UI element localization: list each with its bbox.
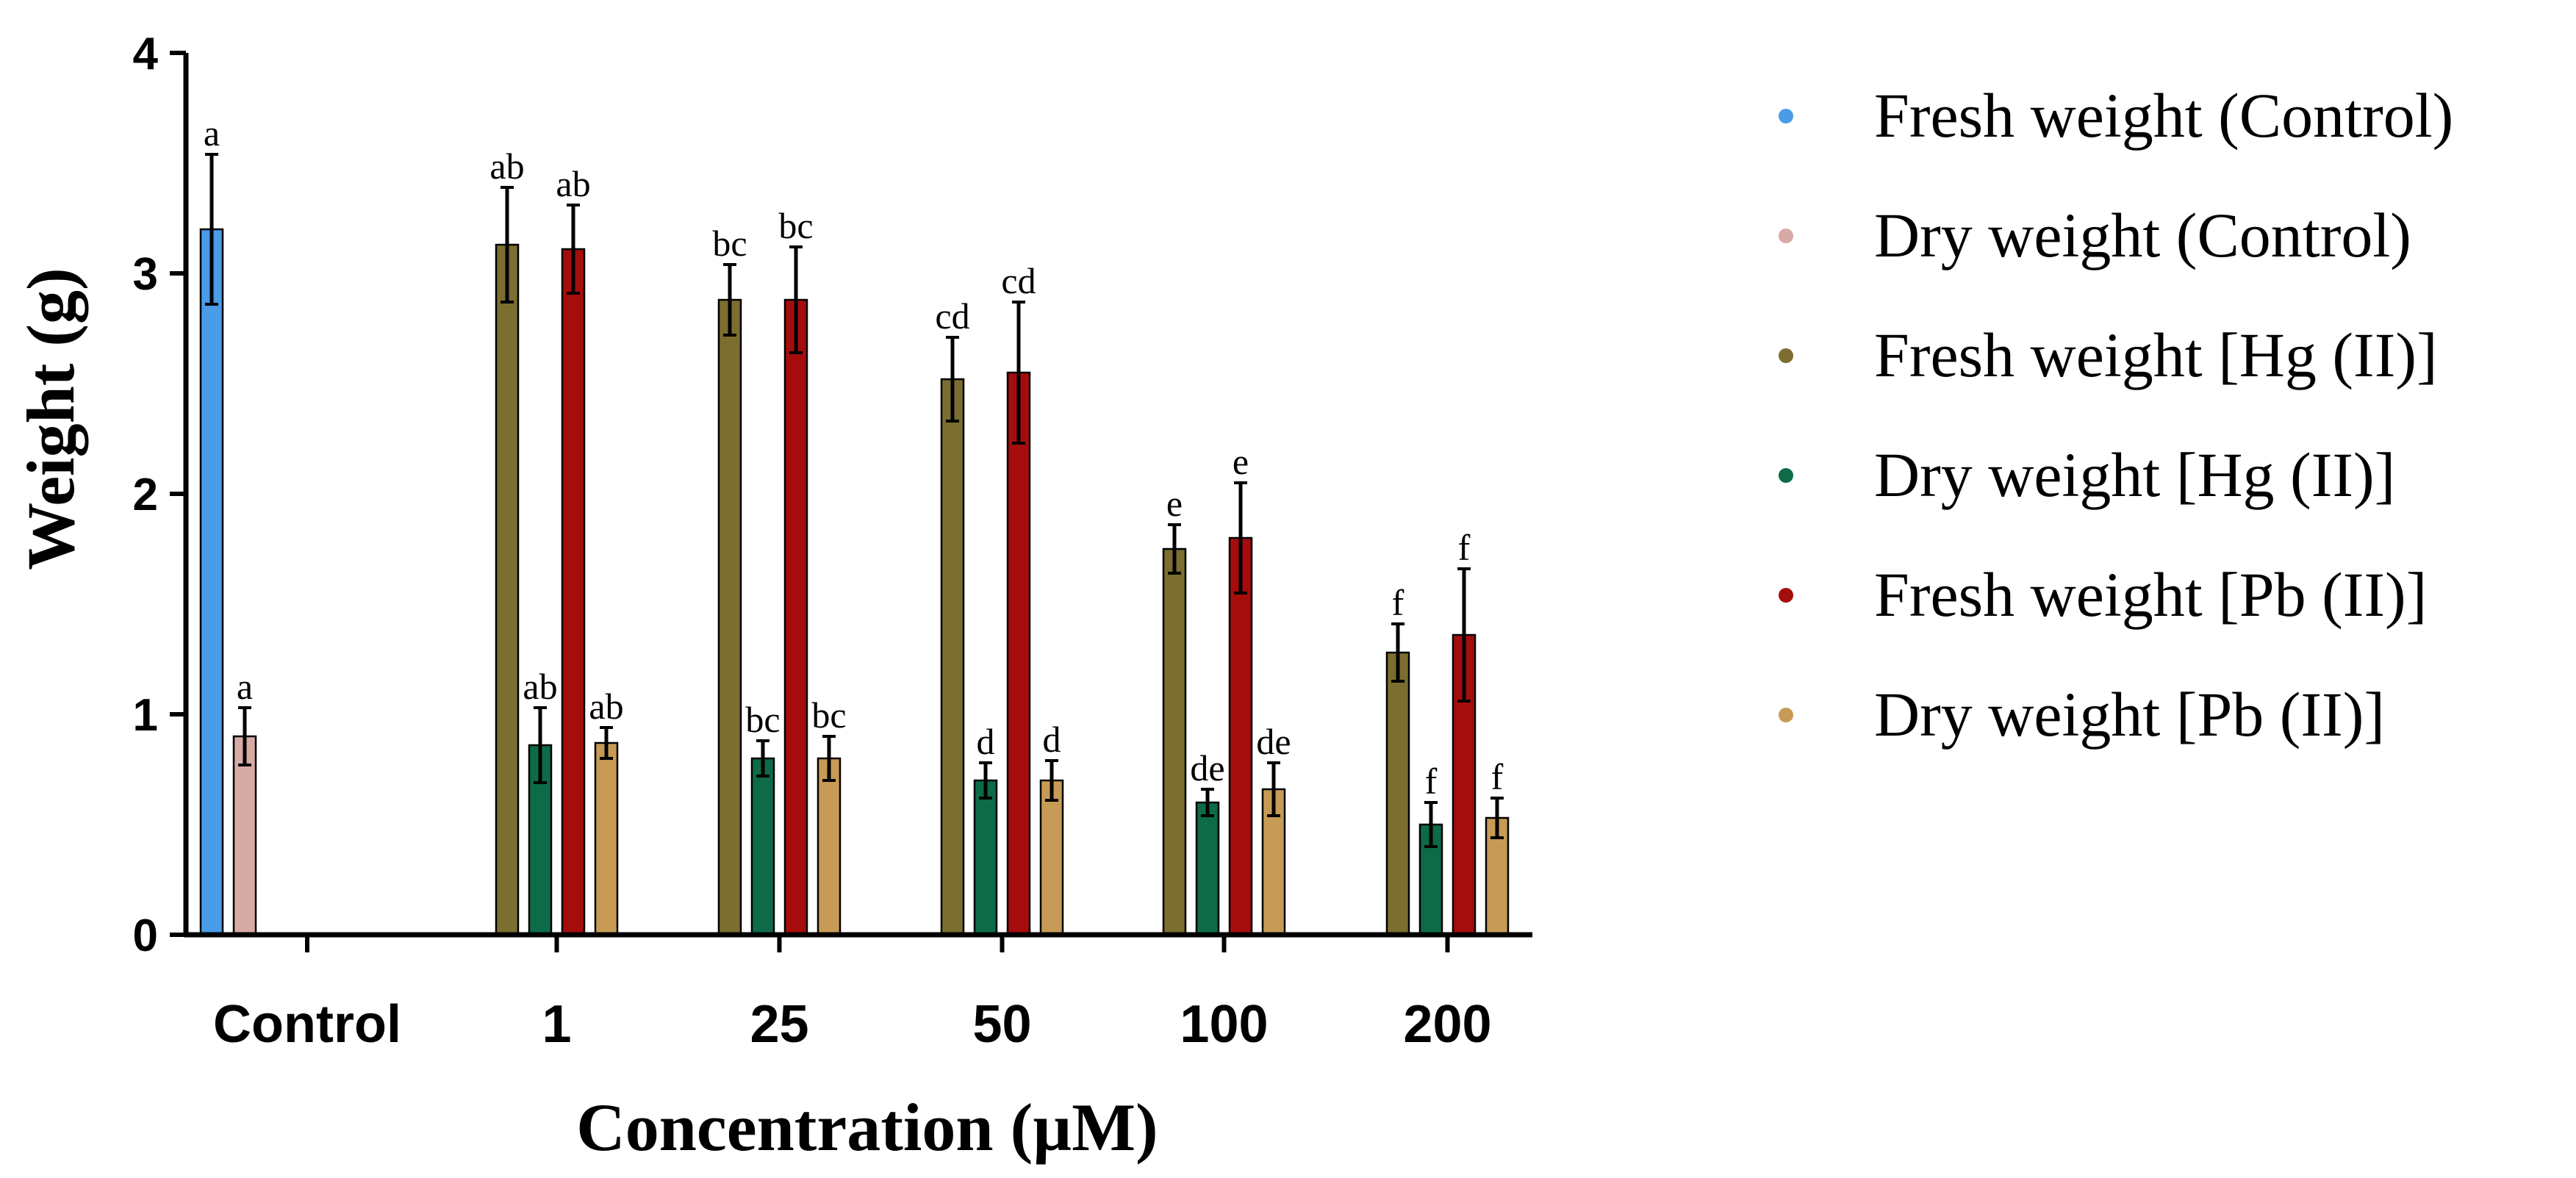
bar bbox=[783, 298, 808, 936]
bar bbox=[817, 757, 842, 936]
legend-label: Fresh weight [Hg (II)] bbox=[1874, 320, 2438, 390]
significance-label: ab bbox=[523, 666, 557, 707]
significance-label: f bbox=[1458, 527, 1471, 568]
bar bbox=[561, 248, 586, 936]
legend-label: Dry weight (Control) bbox=[1874, 200, 2411, 270]
x-tick-label: 200 bbox=[1403, 995, 1491, 1054]
legend-marker bbox=[1779, 708, 1793, 722]
bar bbox=[199, 228, 224, 936]
x-tick-label: Control bbox=[213, 995, 401, 1054]
bar bbox=[1039, 779, 1064, 936]
significance-label: ab bbox=[489, 146, 524, 187]
significance-label: bc bbox=[811, 694, 846, 736]
significance-label: a bbox=[204, 112, 220, 154]
significance-label: de bbox=[1190, 747, 1224, 789]
x-tick-label: 50 bbox=[972, 995, 1031, 1054]
significance-label: cd bbox=[1001, 260, 1036, 301]
legend-label: Fresh weight (Control) bbox=[1874, 80, 2453, 151]
legend-marker bbox=[1779, 468, 1793, 483]
x-tick-label: 100 bbox=[1180, 995, 1268, 1054]
significance-label: a bbox=[237, 666, 253, 707]
y-tick-label: 3 bbox=[133, 249, 158, 300]
bar bbox=[1228, 536, 1253, 936]
significance-label: d bbox=[977, 721, 995, 762]
x-tick-label: 25 bbox=[750, 995, 808, 1054]
significance-label: bc bbox=[745, 699, 780, 740]
significance-label: de bbox=[1256, 721, 1291, 762]
significance-label: f bbox=[1425, 761, 1438, 802]
legend-marker bbox=[1779, 229, 1793, 243]
significance-label: e bbox=[1166, 483, 1183, 524]
plot-area: aaababababbcbcbcbccddcddedeedeffff01234C… bbox=[133, 29, 1532, 1054]
y-tick-label: 4 bbox=[133, 29, 159, 79]
legend-label: Dry weight [Pb (II)] bbox=[1874, 679, 2385, 750]
significance-label: d bbox=[1043, 719, 1061, 760]
y-tick-label: 1 bbox=[133, 690, 158, 741]
bar bbox=[1385, 651, 1410, 936]
x-axis-title: Concentration (µM) bbox=[576, 1090, 1158, 1165]
bar bbox=[594, 741, 619, 936]
legend-marker bbox=[1779, 588, 1793, 603]
bar bbox=[750, 757, 775, 936]
significance-label: cd bbox=[935, 295, 969, 337]
bar bbox=[232, 735, 257, 936]
bar bbox=[1006, 371, 1031, 936]
bar bbox=[717, 298, 742, 936]
bar bbox=[495, 243, 520, 936]
y-tick-label: 2 bbox=[133, 470, 158, 520]
legend-label: Dry weight [Hg (II)] bbox=[1874, 439, 2395, 510]
significance-label: e bbox=[1233, 441, 1249, 482]
legend-label: Fresh weight [Pb (II)] bbox=[1874, 559, 2427, 630]
legend-marker bbox=[1779, 109, 1793, 123]
significance-label: f bbox=[1392, 582, 1404, 623]
bar bbox=[1162, 547, 1187, 936]
y-axis-title: Weight (g) bbox=[13, 267, 88, 570]
significance-label: f bbox=[1491, 756, 1504, 797]
significance-label: bc bbox=[712, 223, 747, 264]
legend-marker bbox=[1779, 348, 1793, 363]
bar bbox=[1195, 801, 1220, 936]
significance-label: bc bbox=[778, 205, 813, 246]
significance-label: ab bbox=[589, 686, 623, 727]
legend: Fresh weight (Control) Dry weight (Contro… bbox=[1779, 80, 2453, 750]
bar bbox=[973, 779, 998, 936]
significance-label: ab bbox=[556, 163, 590, 204]
x-tick-label: 1 bbox=[542, 995, 571, 1054]
y-tick-label: 0 bbox=[133, 911, 158, 961]
bar bbox=[940, 378, 965, 936]
